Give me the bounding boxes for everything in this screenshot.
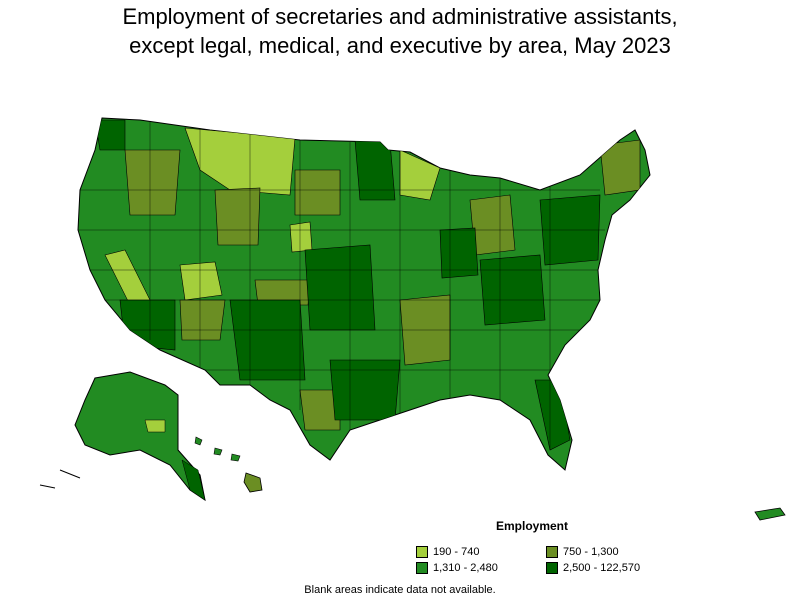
legend-label-3: 1,310 - 2,480 bbox=[433, 562, 498, 574]
legend-label-4: 2,500 - 122,570 bbox=[563, 562, 641, 574]
legend-title: Employment bbox=[496, 519, 569, 533]
legend-swatch-1 bbox=[416, 546, 428, 558]
legend-item-2: 750 - 1,300 bbox=[546, 546, 619, 558]
legend-item-1: 190 - 740 bbox=[416, 546, 479, 558]
title-line-1: Employment of secretaries and administra… bbox=[122, 4, 678, 29]
legend-item-4: 2,500 - 122,570 bbox=[546, 562, 640, 574]
footnote: Blank areas indicate data not available. bbox=[304, 584, 496, 596]
hawaii bbox=[194, 436, 263, 493]
legend-label-2: 750 - 1,300 bbox=[563, 546, 619, 558]
contiguous-us bbox=[77, 117, 651, 471]
puerto-rico bbox=[754, 507, 786, 521]
legend-swatch-4 bbox=[546, 562, 558, 574]
map-title: Employment of secretaries and administra… bbox=[0, 2, 800, 60]
legend-swatch-2 bbox=[546, 546, 558, 558]
legend-label-1: 190 - 740 bbox=[433, 546, 480, 558]
alaska bbox=[39, 371, 206, 502]
legend-item-3: 1,310 - 2,480 bbox=[416, 562, 498, 574]
legend-swatch-3 bbox=[416, 562, 428, 574]
title-line-2: except legal, medical, and executive by … bbox=[129, 33, 671, 58]
